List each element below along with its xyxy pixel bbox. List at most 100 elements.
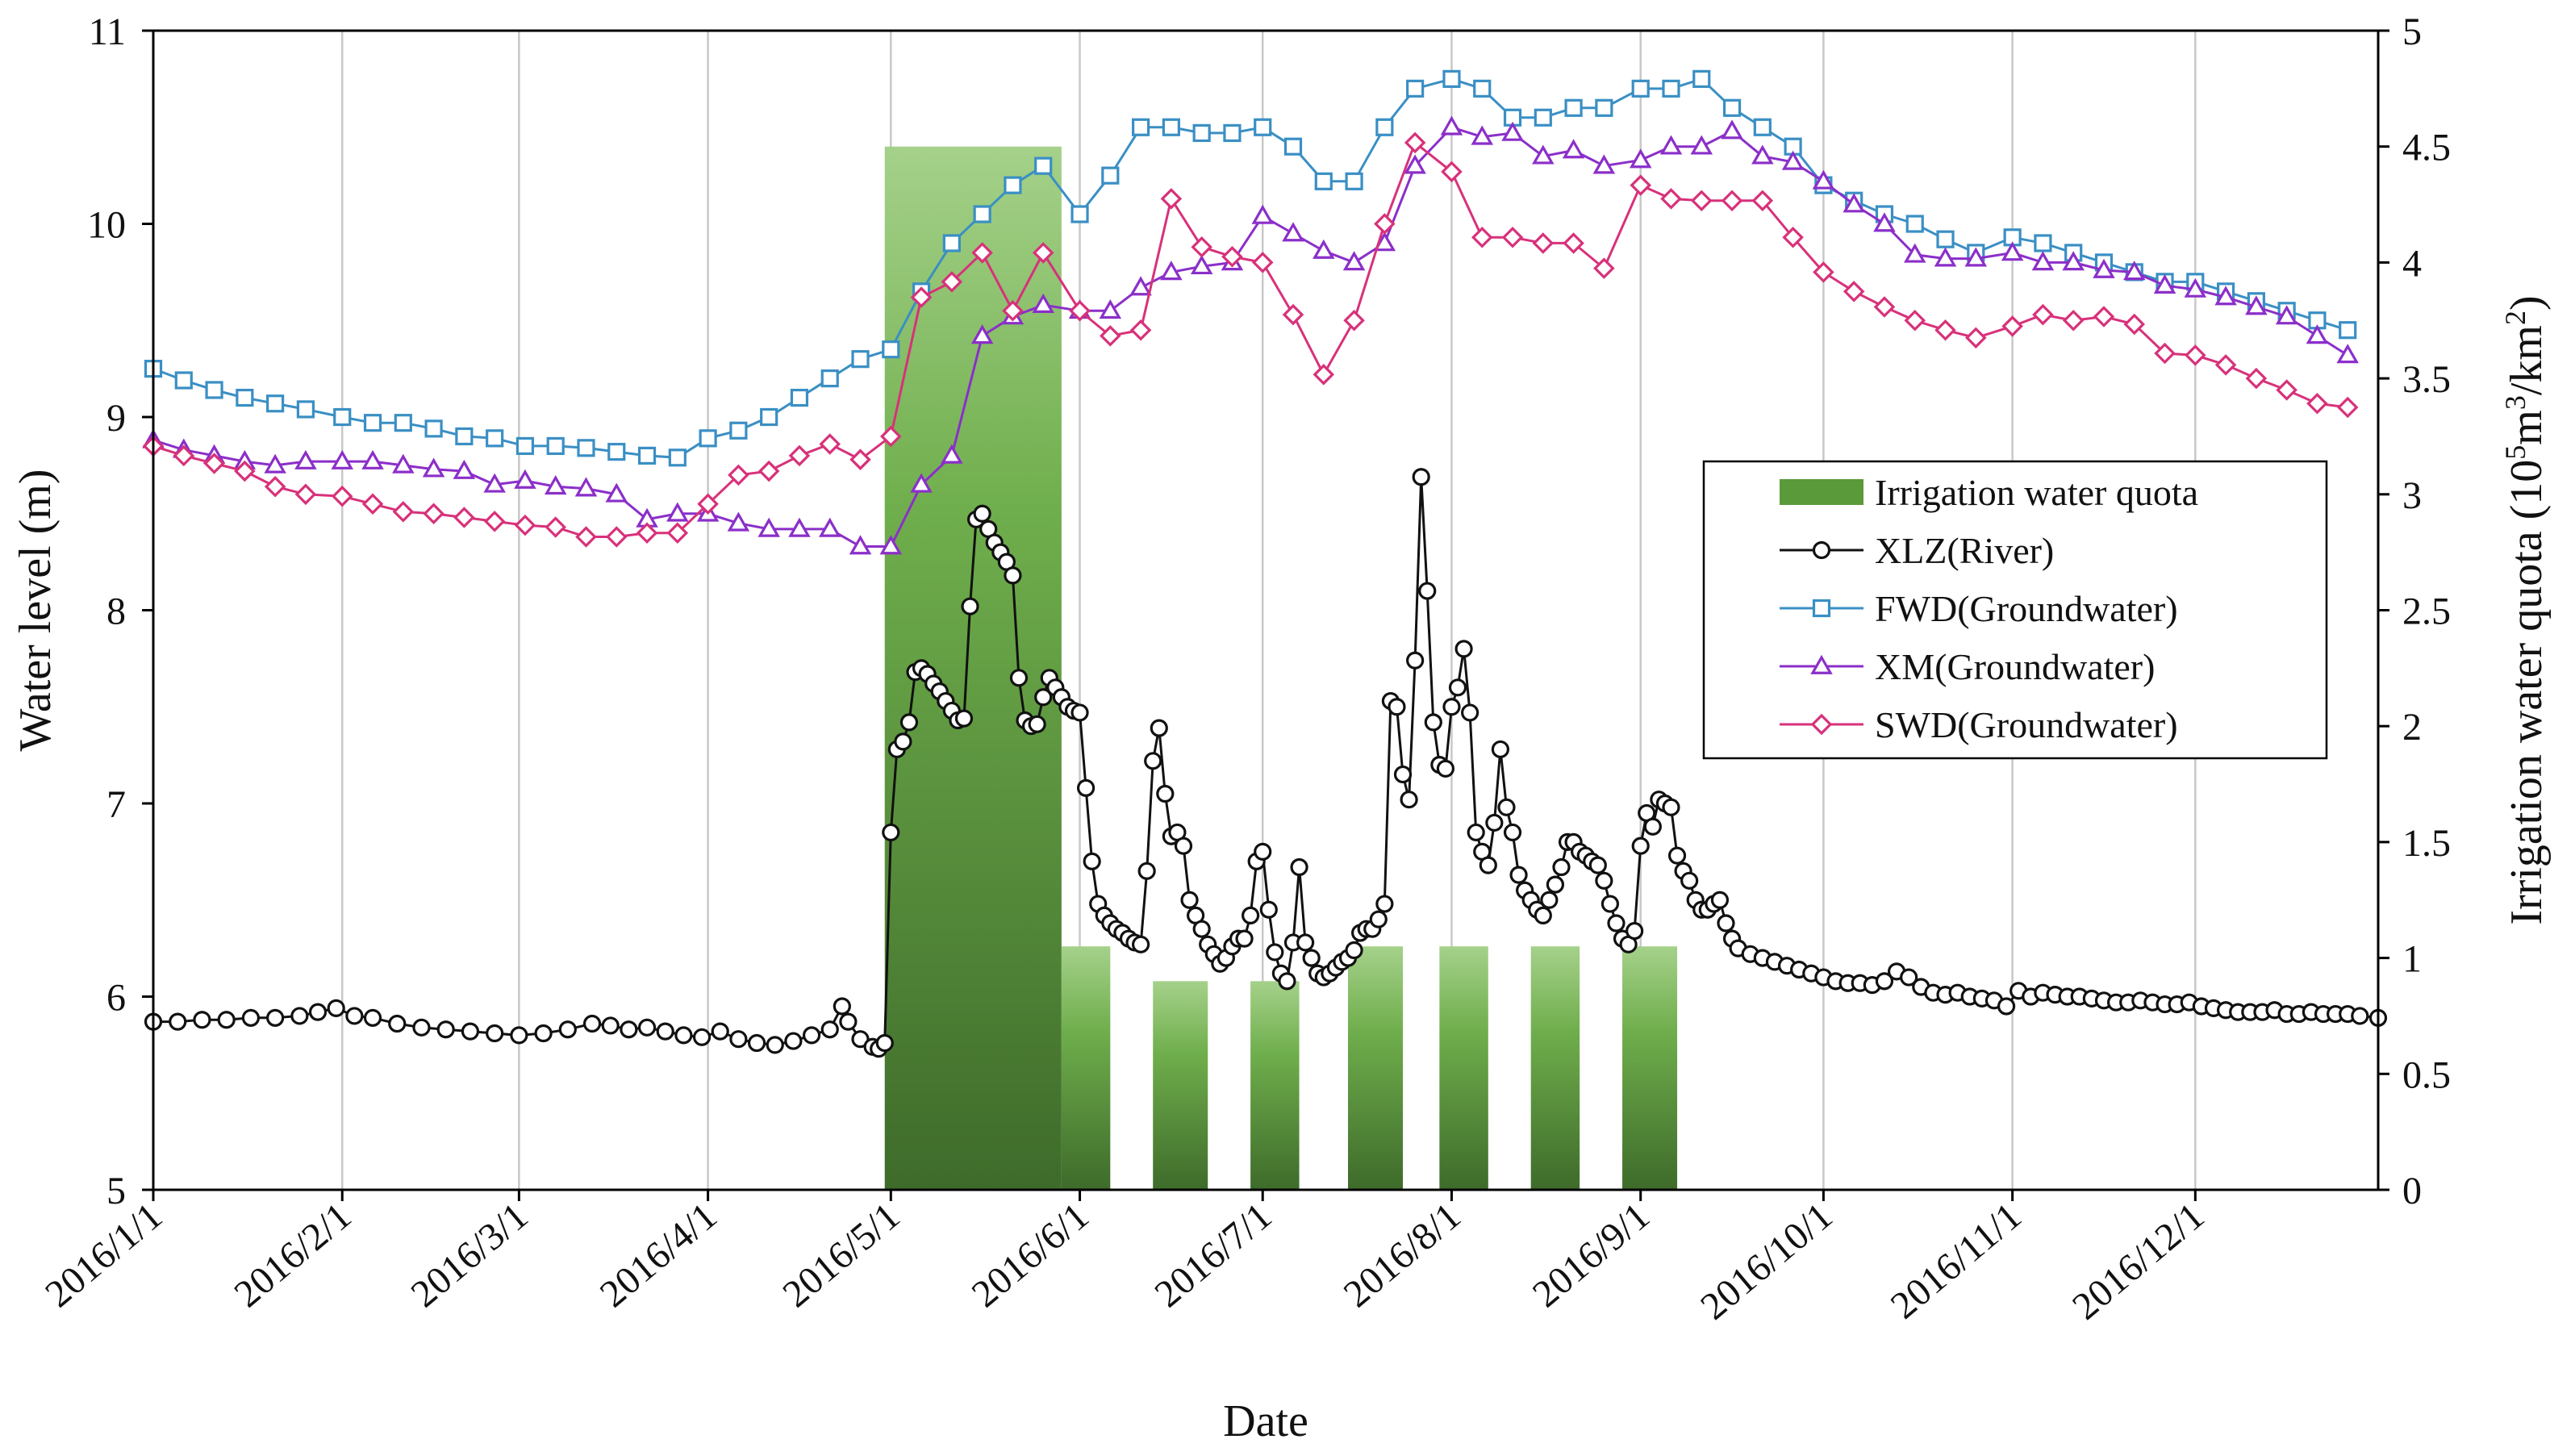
series-fwd-groundwater <box>144 69 2357 467</box>
x-axis-title: Date <box>1223 1396 1308 1446</box>
data-point <box>757 460 780 482</box>
data-point <box>1388 698 1406 716</box>
data-point <box>1467 823 1485 842</box>
x-tick-label: 2016/12/1 <box>2064 1195 2212 1329</box>
legend: Irrigation water quota XLZ(River) FWD(Grou… <box>1702 460 2328 760</box>
data-point <box>819 433 841 455</box>
data-point <box>1375 118 1394 136</box>
data-point <box>514 514 536 536</box>
data-point <box>412 1018 431 1037</box>
data-point <box>1601 895 1620 913</box>
data-point <box>1471 227 1493 248</box>
data-point <box>1251 252 1274 273</box>
data-point <box>1345 172 1363 190</box>
data-point <box>1190 254 1213 275</box>
data-point <box>818 517 841 537</box>
y-right-tick-label: 2 <box>2402 706 2422 749</box>
data-point <box>1810 713 1833 736</box>
x-tick-label: 2016/3/1 <box>403 1195 536 1316</box>
x-tick-label: 2016/5/1 <box>775 1195 908 1316</box>
data-point <box>839 1012 858 1031</box>
data-point <box>1471 125 1494 145</box>
data-point <box>290 1007 309 1025</box>
y-right-tick-label: 2.5 <box>2402 590 2451 633</box>
y-axis-left-title: Water level (m) <box>10 469 61 752</box>
data-point <box>1162 118 1180 136</box>
data-point <box>1534 108 1552 127</box>
data-point <box>1032 242 1054 264</box>
legend-label: XLZ(River) <box>1875 530 2054 571</box>
data-point <box>1662 798 1680 816</box>
data-point <box>899 713 919 732</box>
data-point <box>510 1026 528 1045</box>
data-point <box>1099 299 1122 319</box>
data-point <box>1873 212 1896 232</box>
data-point <box>1070 205 1089 223</box>
data-point <box>1290 857 1308 877</box>
data-point <box>1964 247 1988 267</box>
data-point <box>1314 172 1333 190</box>
data-point <box>1812 540 1831 560</box>
data-point <box>674 1026 693 1045</box>
data-point <box>620 1020 638 1039</box>
data-point <box>971 242 993 264</box>
data-point <box>1497 798 1516 816</box>
data-point <box>1900 968 1918 987</box>
data-point <box>1283 137 1303 156</box>
data-point <box>760 407 778 427</box>
data-point <box>577 439 595 457</box>
y-right-tick-label: 5 <box>2402 10 2422 53</box>
data-point <box>1588 856 1607 874</box>
series-line <box>152 77 2348 459</box>
data-point <box>666 502 689 522</box>
data-point <box>1296 933 1315 952</box>
series-swd-groundwater <box>142 131 2359 548</box>
data-point <box>1282 303 1304 326</box>
data-point <box>1374 213 1396 235</box>
data-point <box>1440 115 1463 136</box>
data-point <box>1461 703 1479 722</box>
data-point <box>575 526 597 548</box>
data-point <box>1562 139 1585 159</box>
data-point <box>1235 929 1254 948</box>
data-point <box>910 286 933 308</box>
data-point <box>729 421 748 440</box>
data-point <box>1501 227 1524 248</box>
data-point <box>1626 921 1644 941</box>
data-point <box>266 394 285 413</box>
data-point <box>1813 261 1834 283</box>
data-point <box>2214 354 2237 376</box>
irrigation-bar <box>1153 981 1208 1190</box>
data-point <box>1101 166 1120 185</box>
data-point <box>849 448 871 470</box>
y-right-tick-label: 4.5 <box>2402 127 2451 169</box>
data-point <box>784 1032 803 1050</box>
data-point <box>217 1011 236 1029</box>
line-series <box>142 69 2388 1058</box>
data-point <box>1934 319 1956 341</box>
y-right-title-part-4: ) <box>2502 295 2552 311</box>
irrigation-bar <box>1439 946 1488 1190</box>
data-point <box>483 511 506 532</box>
data-point <box>636 522 658 544</box>
data-point <box>361 449 384 469</box>
data-point <box>1406 79 1425 98</box>
data-point <box>729 1030 748 1049</box>
data-point <box>1630 174 1651 196</box>
legend-label: SWD(Groundwater) <box>1875 704 2178 745</box>
x-tick-label: 2016/9/1 <box>1525 1195 1658 1316</box>
legend-swatch-bar <box>1780 479 1863 505</box>
data-point <box>2351 1007 2369 1025</box>
data-point <box>820 369 839 388</box>
data-point <box>345 1007 364 1025</box>
data-point <box>2184 277 2207 298</box>
data-point <box>849 535 872 555</box>
data-point <box>1843 193 1865 213</box>
data-point <box>692 1028 712 1046</box>
data-point <box>697 493 719 515</box>
y-left-tick-label: 10 <box>87 204 126 247</box>
data-point <box>1691 190 1713 212</box>
x-tick-label: 2016/6/1 <box>964 1195 1097 1316</box>
data-point <box>331 485 353 507</box>
